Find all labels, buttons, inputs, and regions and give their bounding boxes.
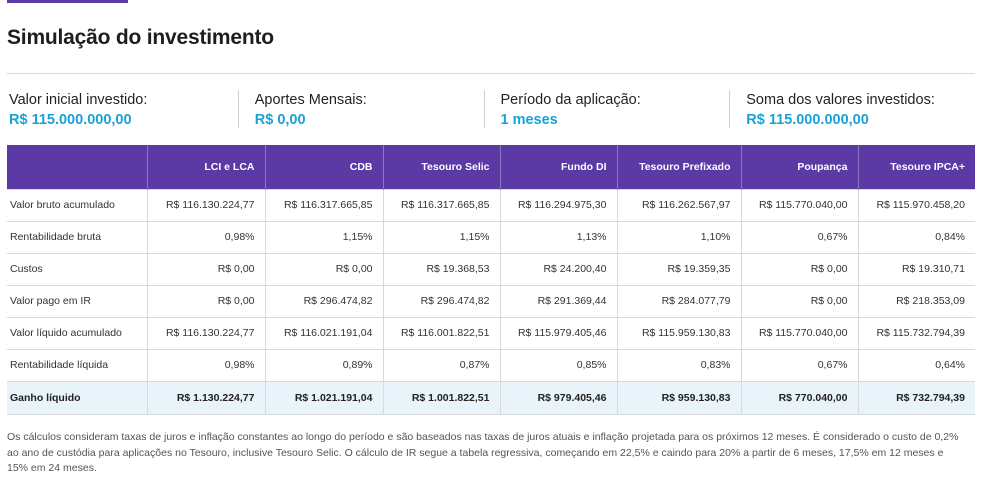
- table-cell: R$ 115.959.130,83: [616, 316, 741, 349]
- column-header-tesouro-selic: Tesouro Selic: [382, 145, 500, 189]
- table-cell: R$ 116.130.224,77: [146, 316, 265, 349]
- table-cell: 1,13%: [499, 220, 617, 253]
- table-cell: 1,15%: [264, 220, 383, 253]
- table-cell: R$ 959.130,83: [616, 380, 741, 415]
- table-cell: R$ 19.368,53: [382, 252, 500, 285]
- table-cell: 0,98%: [146, 348, 265, 381]
- table-cell: R$ 0,00: [740, 284, 858, 317]
- summary-label: Valor inicial investido:: [9, 92, 148, 108]
- table-cell: 0,83%: [616, 348, 741, 381]
- summary-value: R$ 115.000.000,00: [9, 112, 132, 128]
- table-cell: R$ 116.262.567,97: [616, 188, 741, 221]
- column-header-poupanca: Poupança: [740, 145, 858, 189]
- summary-value: R$ 115.000.000,00: [746, 112, 869, 128]
- table-cell: R$ 115.732.794,39: [857, 316, 975, 349]
- row-label: Valor bruto acumulado: [7, 188, 147, 221]
- summary-period: Período da aplicação: 1 meses: [483, 90, 730, 130]
- column-header-blank: [7, 145, 147, 189]
- table-cell: R$ 115.979.405,46: [499, 316, 617, 349]
- column-header-cdb: CDB: [264, 145, 383, 189]
- summary-monthly-contributions: Aportes Mensais: R$ 0,00: [237, 90, 484, 130]
- table-cell: R$ 1.021.191,04: [264, 380, 383, 415]
- table-cell: R$ 19.310,71: [857, 252, 975, 285]
- table-row: Valor bruto acumulado R$ 116.130.224,77 …: [7, 188, 975, 221]
- footnote-disclaimer: Os cálculos consideram taxas de juros e …: [7, 431, 959, 474]
- table-cell: R$ 115.970.458,20: [857, 188, 975, 221]
- simulation-table: LCI e LCA CDB Tesouro Selic Fundo DI Tes…: [7, 145, 975, 415]
- table-cell: 0,87%: [382, 348, 500, 381]
- row-label: Valor líquido acumulado: [7, 316, 147, 349]
- table-cell: R$ 116.317.665,85: [264, 188, 383, 221]
- table-row: Rentabilidade líquida 0,98% 0,89% 0,87% …: [7, 348, 975, 381]
- table-cell: 0,89%: [264, 348, 383, 381]
- table-cell: 1,10%: [616, 220, 741, 253]
- table-cell: R$ 116.021.191,04: [264, 316, 383, 349]
- table-cell: R$ 732.794,39: [857, 380, 975, 415]
- summary-value: 1 meses: [500, 112, 558, 128]
- column-header-fundo-di: Fundo DI: [499, 145, 617, 189]
- row-label: Ganho líquido: [7, 380, 147, 415]
- table-cell: R$ 116.317.665,85: [382, 188, 500, 221]
- table-cell: 0,98%: [146, 220, 265, 253]
- table-cell: 0,85%: [499, 348, 617, 381]
- table-cell: R$ 979.405,46: [499, 380, 617, 415]
- summary-label: Aportes Mensais:: [254, 92, 367, 108]
- table-row: Custos R$ 0,00 R$ 0,00 R$ 19.368,53 R$ 2…: [7, 252, 975, 285]
- summary-label: Período da aplicação:: [500, 92, 641, 108]
- summary-value: R$ 0,00: [254, 112, 306, 128]
- table-cell: R$ 0,00: [264, 252, 383, 285]
- row-label: Valor pago em IR: [7, 284, 147, 317]
- summary-label: Soma dos valores investidos:: [746, 92, 935, 108]
- table-cell: 0,84%: [857, 220, 975, 253]
- table-cell: R$ 296.474,82: [264, 284, 383, 317]
- row-label: Custos: [7, 252, 147, 285]
- table-cell: 0,67%: [740, 348, 858, 381]
- table-cell: 0,67%: [740, 220, 858, 253]
- row-label: Rentabilidade bruta: [7, 220, 147, 253]
- investment-summary: Valor inicial investido: R$ 115.000.000,…: [7, 90, 975, 130]
- table-row: Rentabilidade bruta 0,98% 1,15% 1,15% 1,…: [7, 220, 975, 253]
- table-cell: R$ 116.001.822,51: [382, 316, 500, 349]
- table-cell: R$ 0,00: [740, 252, 858, 285]
- table-row: Valor pago em IR R$ 0,00 R$ 296.474,82 R…: [7, 284, 975, 317]
- table-cell: R$ 1.001.822,51: [382, 380, 500, 415]
- page-title: Simulação do investimento: [7, 26, 274, 49]
- column-header-lci-lca: LCI e LCA: [146, 145, 265, 189]
- table-cell: R$ 1.130.224,77: [146, 380, 265, 415]
- net-gain-row: Ganho líquido R$ 1.130.224,77 R$ 1.021.1…: [7, 380, 975, 415]
- table-cell: R$ 770.040,00: [740, 380, 858, 415]
- table-cell: R$ 115.770.040,00: [740, 188, 858, 221]
- table-cell: R$ 116.294.975,30: [499, 188, 617, 221]
- title-divider: [7, 73, 975, 74]
- table-cell: R$ 218.353,09: [857, 284, 975, 317]
- table-cell: R$ 0,00: [146, 284, 265, 317]
- summary-initial-value: Valor inicial investido: R$ 115.000.000,…: [7, 90, 238, 130]
- table-cell: R$ 291.369,44: [499, 284, 617, 317]
- table-cell: R$ 0,00: [146, 252, 265, 285]
- top-accent-bar: [7, 0, 128, 3]
- table-cell: R$ 284.077,79: [616, 284, 741, 317]
- table-cell: R$ 24.200,40: [499, 252, 617, 285]
- table-cell: R$ 296.474,82: [382, 284, 500, 317]
- summary-total-invested: Soma dos valores investidos: R$ 115.000.…: [729, 90, 975, 130]
- table-cell: R$ 115.770.040,00: [740, 316, 858, 349]
- table-cell: R$ 19.359,35: [616, 252, 741, 285]
- column-header-tesouro-ipca: Tesouro IPCA+: [857, 145, 975, 189]
- table-cell: R$ 116.130.224,77: [146, 188, 265, 221]
- column-header-tesouro-prefixado: Tesouro Prefixado: [616, 145, 741, 189]
- table-cell: 0,64%: [857, 348, 975, 381]
- table-cell: 1,15%: [382, 220, 500, 253]
- table-header-row: LCI e LCA CDB Tesouro Selic Fundo DI Tes…: [7, 145, 975, 189]
- row-label: Rentabilidade líquida: [7, 348, 147, 381]
- table-row: Valor líquido acumulado R$ 116.130.224,7…: [7, 316, 975, 349]
